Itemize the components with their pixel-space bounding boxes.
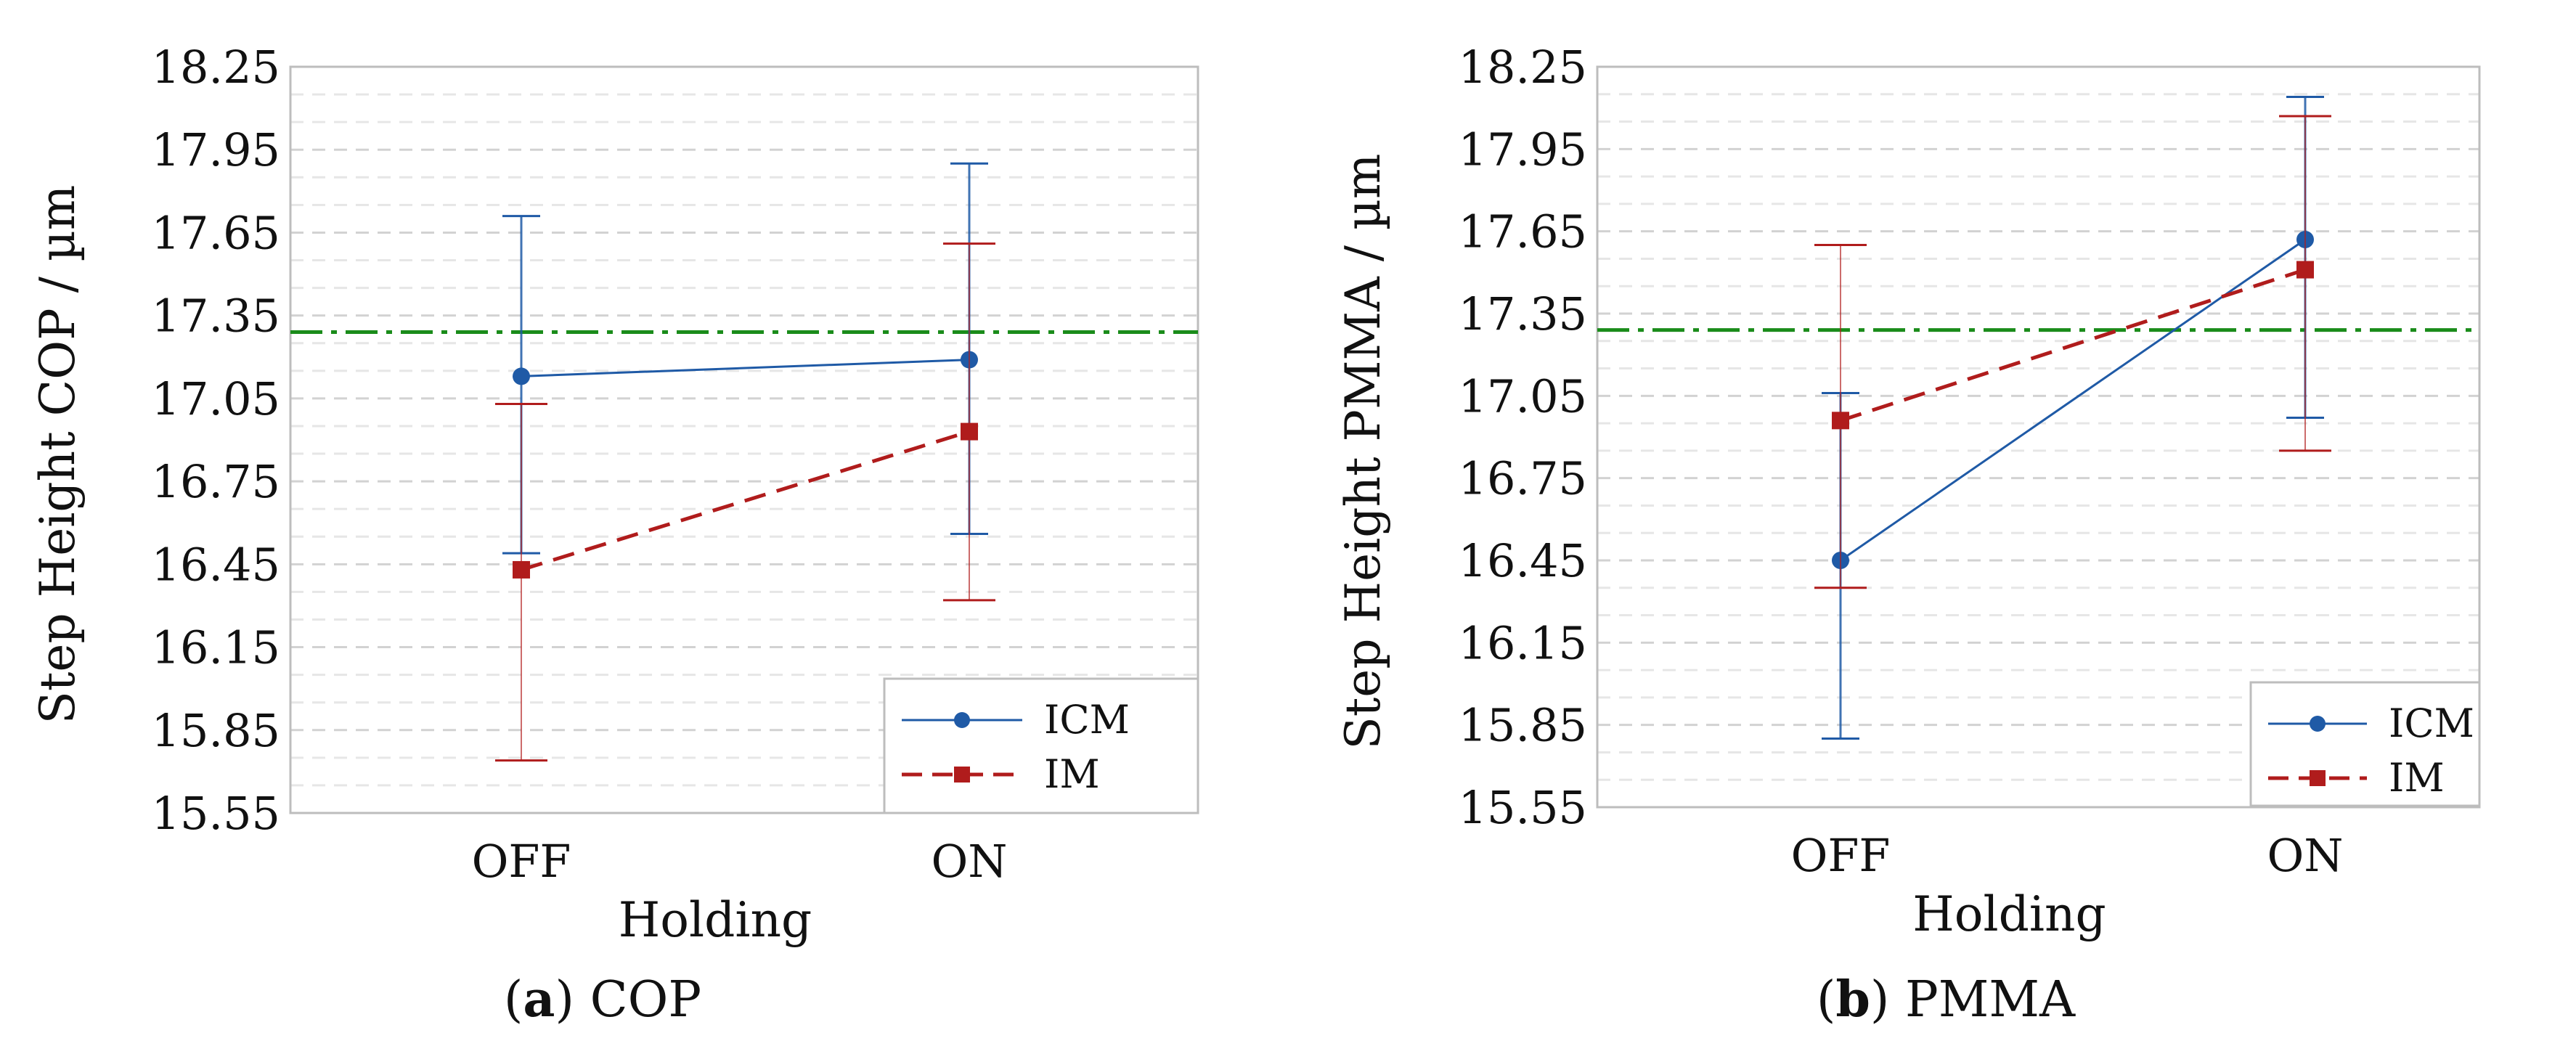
y-tick-label: 17.95 bbox=[1459, 123, 1588, 176]
x-axis-title: Holding bbox=[619, 892, 812, 948]
series-icm bbox=[502, 162, 988, 555]
data-point bbox=[1832, 412, 1849, 430]
panel-caption: (a) COP bbox=[504, 971, 701, 1029]
x-tick-label: OFF bbox=[472, 835, 571, 888]
y-tick-label: 15.85 bbox=[1459, 699, 1588, 752]
y-tick-label: 16.45 bbox=[1459, 534, 1588, 587]
x-tick-label: ON bbox=[2267, 829, 2343, 882]
y-tick-label: 16.15 bbox=[1459, 616, 1588, 669]
y-tick-label: 15.85 bbox=[152, 704, 281, 757]
series-line bbox=[1840, 268, 2306, 422]
series-line bbox=[521, 359, 970, 377]
y-tick-label: 16.45 bbox=[152, 538, 281, 591]
plot-frame bbox=[289, 65, 1199, 814]
y-tick-label: 16.15 bbox=[152, 621, 281, 674]
y-axis-title: Step Height PMMA / µm bbox=[1335, 154, 1391, 750]
y-tick-label: 17.05 bbox=[152, 372, 281, 425]
series-line bbox=[1840, 238, 2306, 562]
x-tick-label: OFF bbox=[1791, 829, 1891, 882]
series-line bbox=[521, 430, 970, 572]
series-icm bbox=[1822, 96, 2324, 740]
plot-frame bbox=[1596, 65, 2481, 809]
y-tick-label: 17.35 bbox=[152, 290, 281, 343]
legend-label: ICM bbox=[1044, 697, 1130, 743]
y-tick-label: 18.25 bbox=[1459, 41, 1588, 94]
legend-box bbox=[2249, 681, 2481, 807]
y-tick-label: 15.55 bbox=[152, 787, 281, 840]
panel-caption: (b) PMMA bbox=[1817, 971, 2076, 1029]
x-tick-label: ON bbox=[931, 835, 1007, 888]
legend-label: IM bbox=[2389, 755, 2445, 801]
legend: ICM IM bbox=[2249, 681, 2481, 807]
legend-swatch-marker bbox=[954, 712, 970, 728]
data-point bbox=[513, 560, 530, 579]
data-point bbox=[2296, 261, 2314, 279]
legend-swatch-marker bbox=[2310, 716, 2326, 732]
legend-label: ICM bbox=[2389, 700, 2474, 746]
legend: ICM IM bbox=[883, 677, 1199, 814]
y-tick-label: 17.95 bbox=[152, 123, 281, 176]
legend-swatch-marker bbox=[2310, 770, 2326, 786]
caption-text: PMMA bbox=[1905, 971, 2076, 1029]
chart-panel-b: 15.55 15.85 16.15 16.45 16.75 17.05 17.35 17.65… bbox=[1335, 41, 2481, 1029]
panel-label: b bbox=[1835, 971, 1870, 1029]
series-im bbox=[1814, 115, 2331, 589]
data-point bbox=[961, 422, 978, 441]
y-tick-label: 17.65 bbox=[1459, 205, 1588, 258]
panel-label: a bbox=[523, 971, 555, 1029]
data-point bbox=[513, 367, 530, 385]
y-tick-label: 15.55 bbox=[1459, 781, 1588, 834]
caption-paren-open: ( bbox=[504, 971, 523, 1029]
y-axis-title: Step Height COP / µm bbox=[30, 185, 86, 724]
caption-paren-close: ) bbox=[555, 971, 590, 1029]
caption-text: COP bbox=[590, 971, 702, 1029]
caption-paren-close: ) bbox=[1870, 971, 1905, 1029]
x-axis-title: Holding bbox=[1912, 886, 2106, 942]
legend-box bbox=[883, 677, 1199, 814]
y-tick-label: 16.75 bbox=[1459, 452, 1588, 505]
legend-label: IM bbox=[1044, 751, 1100, 797]
y-tick-label: 17.05 bbox=[1459, 369, 1588, 422]
series-im bbox=[495, 242, 995, 762]
y-tick-label: 18.25 bbox=[152, 41, 281, 94]
y-tick-label: 16.75 bbox=[152, 455, 281, 508]
chart-panel-a: 15.55 15.85 16.15 16.45 16.75 17.05 17.35 17.65… bbox=[30, 41, 1199, 1029]
legend-swatch-marker bbox=[954, 767, 970, 783]
y-tick-label: 17.35 bbox=[1459, 287, 1588, 340]
caption-paren-open: ( bbox=[1817, 971, 1836, 1029]
y-tick-label: 17.65 bbox=[152, 206, 281, 259]
